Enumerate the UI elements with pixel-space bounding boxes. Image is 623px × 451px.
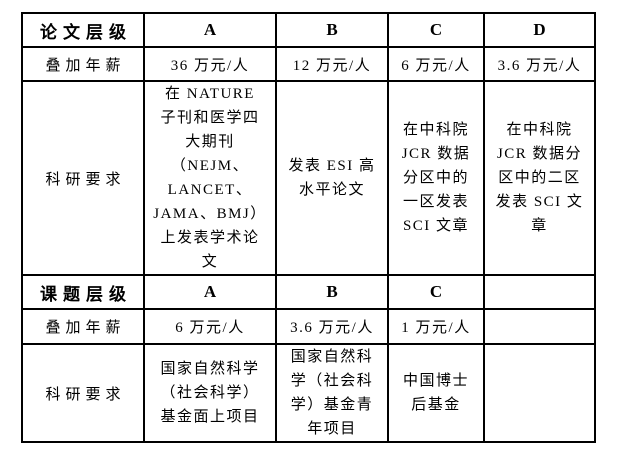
project-salary-label: 叠加年薪 xyxy=(21,308,145,345)
project-grade-empty xyxy=(483,274,596,310)
project-level-label: 课题层级 xyxy=(21,274,145,310)
project-grade-c: C xyxy=(387,274,485,310)
project-salary-b: 3.6 万元/人 xyxy=(275,308,389,345)
paper-requirement-row: 科研要求 在 NATURE 子刊和医学四 大期刊 （NEJM、 LANCET、 … xyxy=(21,80,596,276)
paper-salary-label: 叠加年薪 xyxy=(21,46,145,82)
paper-level-label: 论文层级 xyxy=(21,12,145,48)
project-grade-b: B xyxy=(275,274,389,310)
project-salary-empty xyxy=(483,308,596,345)
paper-requirement-b: 发表 ESI 高 水平论文 xyxy=(275,80,389,276)
project-requirement-c: 中国博士 后基金 xyxy=(387,343,485,443)
project-requirement-b: 国家自然科 学（社会科 学）基金青 年项目 xyxy=(275,343,389,443)
project-requirement-empty xyxy=(483,343,596,443)
paper-requirement-c: 在中科院 JCR 数据 分区中的 一区发表 SCI 文章 xyxy=(387,80,485,276)
salary-requirements-table: 论文层级 A B C D 叠加年薪 36 万元/人 12 万元/人 6 万元/人… xyxy=(21,12,596,443)
project-grade-a: A xyxy=(143,274,277,310)
paper-grade-c: C xyxy=(387,12,485,48)
paper-grade-b: B xyxy=(275,12,389,48)
project-salary-c: 1 万元/人 xyxy=(387,308,485,345)
paper-salary-d: 3.6 万元/人 xyxy=(483,46,596,82)
project-requirement-a: 国家自然科学 （社会科学） 基金面上项目 xyxy=(143,343,277,443)
paper-requirement-a: 在 NATURE 子刊和医学四 大期刊 （NEJM、 LANCET、 JAMA、… xyxy=(143,80,277,276)
project-requirement-row: 科研要求 国家自然科学 （社会科学） 基金面上项目 国家自然科 学（社会科 学）… xyxy=(21,343,596,443)
project-level-header-row: 课题层级 A B C xyxy=(21,274,596,310)
project-salary-a: 6 万元/人 xyxy=(143,308,277,345)
paper-grade-a: A xyxy=(143,12,277,48)
paper-salary-c: 6 万元/人 xyxy=(387,46,485,82)
paper-level-header-row: 论文层级 A B C D xyxy=(21,12,596,48)
paper-grade-d: D xyxy=(483,12,596,48)
paper-salary-a: 36 万元/人 xyxy=(143,46,277,82)
project-requirement-label: 科研要求 xyxy=(21,343,145,443)
paper-salary-row: 叠加年薪 36 万元/人 12 万元/人 6 万元/人 3.6 万元/人 xyxy=(21,46,596,82)
paper-requirement-label: 科研要求 xyxy=(21,80,145,276)
paper-salary-b: 12 万元/人 xyxy=(275,46,389,82)
paper-requirement-d: 在中科院 JCR 数据分 区中的二区 发表 SCI 文 章 xyxy=(483,80,596,276)
project-salary-row: 叠加年薪 6 万元/人 3.6 万元/人 1 万元/人 xyxy=(21,308,596,345)
